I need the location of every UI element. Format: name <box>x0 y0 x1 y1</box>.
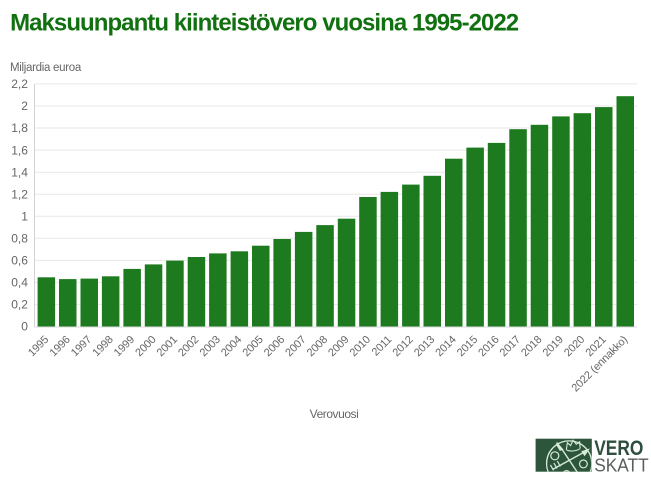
svg-text:VERO: VERO <box>594 437 643 461</box>
svg-text:2006: 2006 <box>262 334 287 359</box>
svg-text:2013: 2013 <box>412 334 437 359</box>
svg-text:2002: 2002 <box>176 334 201 359</box>
svg-text:2019: 2019 <box>541 334 566 359</box>
svg-text:2012: 2012 <box>390 334 415 359</box>
svg-text:0,2: 0,2 <box>11 298 28 312</box>
svg-text:2007: 2007 <box>283 334 308 359</box>
svg-text:0: 0 <box>21 320 28 334</box>
svg-text:1,2: 1,2 <box>11 187 28 201</box>
svg-text:1,8: 1,8 <box>11 121 28 135</box>
svg-text:Verovuosi: Verovuosi <box>310 407 359 421</box>
svg-text:2010: 2010 <box>348 334 373 359</box>
svg-text:1999: 1999 <box>112 334 137 359</box>
svg-text:2009: 2009 <box>326 334 351 359</box>
svg-text:2008: 2008 <box>305 334 330 359</box>
svg-text:Miljardia euroa: Miljardia euroa <box>10 62 82 74</box>
svg-text:2014: 2014 <box>433 334 458 359</box>
svg-text:2018: 2018 <box>519 334 544 359</box>
svg-text:SKATT: SKATT <box>594 455 649 476</box>
svg-text:2003: 2003 <box>198 334 223 359</box>
svg-text:2000: 2000 <box>133 334 158 359</box>
svg-text:2015: 2015 <box>455 334 480 359</box>
svg-text:0,8: 0,8 <box>11 232 28 246</box>
svg-text:0,6: 0,6 <box>11 254 28 268</box>
svg-text:2,2: 2,2 <box>11 77 28 91</box>
svg-text:2001: 2001 <box>155 334 180 359</box>
svg-text:1995: 1995 <box>26 334 51 359</box>
svg-text:2017: 2017 <box>498 334 523 359</box>
svg-text:1,4: 1,4 <box>11 165 28 179</box>
svg-text:1: 1 <box>21 209 28 223</box>
svg-text:2: 2 <box>21 99 28 113</box>
svg-text:2016: 2016 <box>476 334 501 359</box>
svg-text:2005: 2005 <box>240 334 265 359</box>
svg-text:1,6: 1,6 <box>11 143 28 157</box>
svg-text:1998: 1998 <box>90 334 115 359</box>
svg-text:1997: 1997 <box>69 334 94 359</box>
svg-text:Maksuunpantu kiinteistövero vu: Maksuunpantu kiinteistövero vuosina 1995… <box>10 10 519 37</box>
svg-text:1996: 1996 <box>47 334 72 359</box>
svg-text:2020: 2020 <box>562 334 587 359</box>
svg-text:0,4: 0,4 <box>11 276 28 290</box>
svg-text:2011: 2011 <box>370 334 395 359</box>
svg-text:2004: 2004 <box>219 334 244 359</box>
